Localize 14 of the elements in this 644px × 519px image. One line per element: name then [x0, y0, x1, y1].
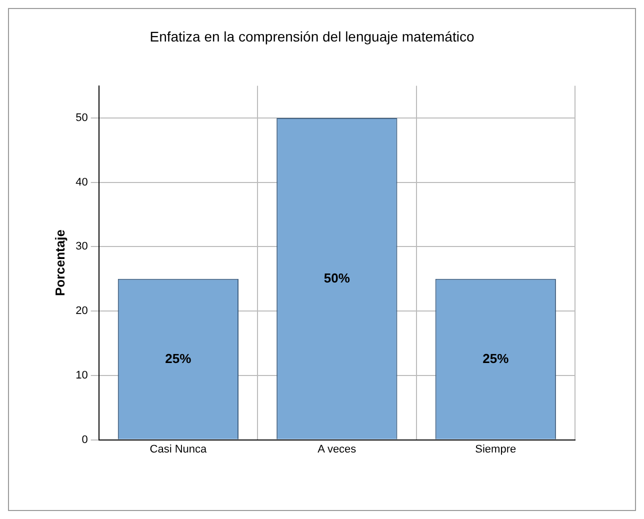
y-tick-label: 40: [76, 176, 88, 188]
chart-title: Enfatiza en la comprensión del lenguaje matemático: [150, 28, 474, 44]
data-label: 50%: [324, 270, 350, 286]
y-tick-label: 50: [76, 112, 88, 124]
x-tick-label: Siempre: [475, 443, 516, 456]
x-tick-label: A veces: [318, 443, 357, 456]
y-tick-label: 30: [76, 240, 88, 253]
data-label: 25%: [165, 350, 192, 366]
y-tick-label: 20: [76, 305, 88, 318]
data-label: 25%: [482, 350, 510, 366]
y-tick-label: 10: [76, 369, 88, 382]
x-tick-label: Casi Nunca: [150, 443, 208, 456]
y-tick-label: 0: [82, 434, 88, 446]
y-axis-title: Porcentaje: [52, 230, 68, 296]
